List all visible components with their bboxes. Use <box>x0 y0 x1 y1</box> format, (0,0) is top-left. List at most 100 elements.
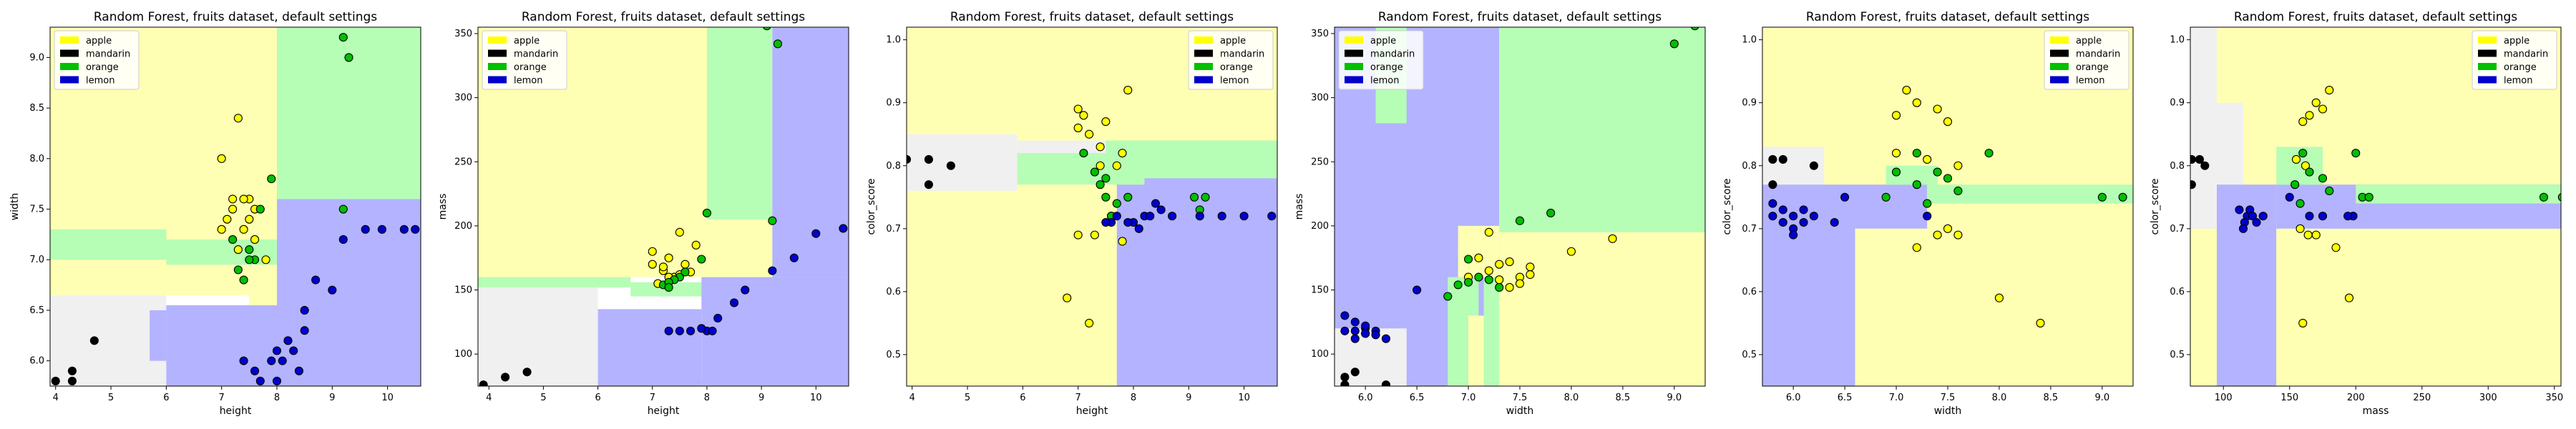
x-tick-label: 7.5 <box>1941 393 1956 403</box>
region-lemon <box>150 310 167 361</box>
x-tick-label: 8.0 <box>1564 393 1579 403</box>
point-lemon <box>272 376 282 385</box>
point-orange <box>2557 193 2561 202</box>
point-apple <box>1118 237 1127 246</box>
axes-frame <box>906 26 1278 387</box>
y-tick-label: 0.6 <box>1742 287 1757 297</box>
point-lemon <box>1112 212 1121 221</box>
point-orange <box>2298 149 2308 158</box>
x-tick-label: 5 <box>965 393 970 403</box>
y-tick-label: 1.0 <box>2170 35 2185 46</box>
legend-box <box>54 30 140 90</box>
legend-label-mandarin: mandarin <box>1370 49 1415 60</box>
x-tick-label: 7 <box>650 393 655 403</box>
x-tick-label: 9 <box>758 393 764 403</box>
y-tick-label: 300 <box>1311 93 1329 104</box>
y-tick-label: 150 <box>1311 285 1329 296</box>
chart-title: Random Forest, fruits dataset, default s… <box>1806 10 2089 24</box>
chart-title: Random Forest, fruits dataset, default s… <box>2234 10 2517 24</box>
point-lemon <box>2305 212 2314 221</box>
point-lemon <box>1156 205 1166 214</box>
point-apple <box>239 225 248 234</box>
point-mandarin <box>51 376 60 385</box>
y-tick-label: 7.0 <box>29 255 44 265</box>
point-apple <box>1096 142 1105 152</box>
legend-swatch-mandarin <box>1194 49 1213 57</box>
legend: apple mandarin orange lemon <box>1338 30 1424 90</box>
point-orange <box>1546 208 1556 218</box>
point-apple <box>680 260 690 269</box>
point-orange <box>1515 216 1525 225</box>
point-orange <box>1123 192 1133 202</box>
region-orange <box>1017 153 1106 185</box>
point-lemon <box>1134 224 1143 233</box>
y-tick-label: 350 <box>454 29 472 39</box>
point-mandarin <box>67 366 77 375</box>
y-tick-label: 0.5 <box>1742 350 1757 360</box>
region-lemon <box>166 305 277 386</box>
point-lemon <box>1361 321 1370 330</box>
point-apple <box>1063 293 1072 302</box>
point-apple <box>1073 104 1083 114</box>
point-apple <box>1079 111 1088 120</box>
point-apple <box>1566 247 1576 256</box>
legend: apple mandarin orange lemon <box>2472 30 2557 90</box>
point-lemon <box>278 356 287 365</box>
point-orange <box>1690 27 1699 31</box>
point-lemon <box>811 229 821 238</box>
point-mandarin <box>1778 154 1787 164</box>
plot-area <box>50 27 421 386</box>
point-lemon <box>1778 217 1787 227</box>
y-tick-label: 6.5 <box>29 305 44 316</box>
point-apple <box>233 114 243 123</box>
point-apple <box>1096 161 1105 170</box>
point-orange <box>1881 192 1890 202</box>
point-lemon <box>255 376 265 385</box>
point-mandarin <box>89 336 99 345</box>
point-apple <box>1505 282 1514 292</box>
legend-label-orange: orange <box>2504 62 2537 73</box>
y-tick-label: 200 <box>1311 221 1329 232</box>
legend-swatch-apple <box>1194 36 1213 44</box>
point-lemon <box>697 324 706 333</box>
point-orange <box>773 39 783 49</box>
point-lemon <box>1239 212 1249 221</box>
point-orange <box>2296 199 2305 208</box>
point-lemon <box>1768 199 1777 208</box>
y-tick-label: 1.0 <box>886 35 901 46</box>
region-orange <box>276 27 421 199</box>
y-tick-label: 1.0 <box>1742 35 1757 46</box>
point-mandarin <box>924 180 933 189</box>
point-lemon <box>1923 212 1932 221</box>
region-lemon <box>772 219 849 277</box>
point-orange <box>1474 272 1483 282</box>
point-orange <box>1464 255 1473 264</box>
point-orange <box>680 267 690 277</box>
point-lemon <box>1778 205 1787 214</box>
x-tick-label: 150 <box>2280 393 2298 403</box>
point-apple <box>1953 161 1963 170</box>
point-lemon <box>839 224 848 233</box>
point-apple <box>2325 86 2334 95</box>
point-mandarin <box>1340 373 1350 382</box>
point-apple <box>1484 266 1493 275</box>
point-apple <box>217 225 226 234</box>
legend-label-mandarin: mandarin <box>1220 49 1264 60</box>
y-axis-label: mass <box>1294 194 1305 220</box>
point-lemon <box>1340 311 1350 320</box>
point-orange <box>1090 167 1099 177</box>
legend-swatch-lemon <box>2050 76 2069 84</box>
point-apple <box>1933 104 1942 114</box>
legend-label-mandarin: mandarin <box>86 49 130 60</box>
region-apple <box>249 265 277 305</box>
point-lemon <box>1267 212 1277 221</box>
chart-title: Random Forest, fruits dataset, default s… <box>1378 10 1662 24</box>
x-tick-label: 7.5 <box>1513 393 1528 403</box>
point-orange <box>1453 280 1463 290</box>
legend-label-lemon: lemon <box>1220 76 1249 87</box>
x-tick-label: 8.5 <box>1616 393 1631 403</box>
point-lemon <box>1789 212 1798 221</box>
point-apple <box>250 235 260 245</box>
legend-swatch-apple <box>2478 36 2497 44</box>
